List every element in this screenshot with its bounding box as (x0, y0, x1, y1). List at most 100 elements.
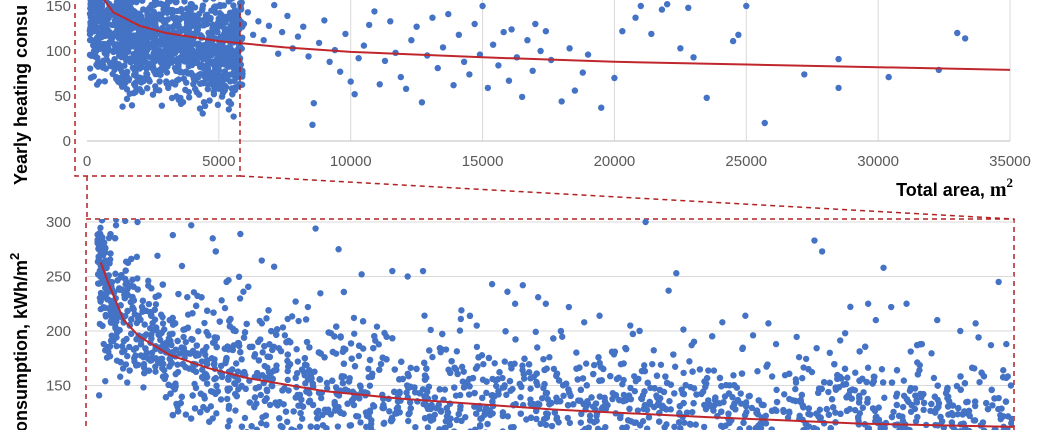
bottom-data-point (864, 399, 871, 406)
bottom-data-point (698, 390, 705, 398)
top-data-point (121, 62, 128, 69)
top-data-point (149, 91, 157, 98)
bottom-data-point (559, 382, 567, 389)
bottom-data-point (843, 407, 851, 415)
top-data-point (210, 90, 218, 98)
bottom-data-point (391, 366, 398, 373)
bottom-data-point (681, 419, 688, 426)
top-data-point (202, 56, 210, 63)
top-data-point (113, 73, 120, 81)
top-data-point (226, 15, 234, 23)
bottom-data-point (847, 303, 854, 311)
bottom-data-point (860, 389, 867, 396)
bottom-data-point (504, 413, 512, 420)
bottom-data-point (466, 312, 474, 320)
zoom-source-frame (74, 0, 241, 177)
bottom-data-point (420, 359, 428, 367)
top-data-point (150, 13, 158, 20)
bottom-data-point (276, 415, 283, 422)
bottom-data-point (692, 421, 699, 428)
bottom-data-point (218, 297, 225, 304)
top-data-point (224, 44, 232, 52)
bottom-y-tick-label: 150 (46, 378, 71, 395)
bottom-data-point (928, 400, 935, 408)
bottom-data-point (710, 367, 718, 374)
bottom-data-point (255, 357, 263, 364)
bottom-data-point (832, 409, 839, 416)
bottom-data-point (852, 369, 859, 376)
bottom-data-point (635, 375, 642, 383)
bottom-data-point (516, 380, 523, 388)
bottom-data-point (680, 369, 687, 377)
bottom-data-point (475, 354, 482, 361)
top-y-tick-labels: 0 50 100 150 (46, 0, 71, 150)
bottom-data-point (323, 385, 331, 392)
bottom-data-point (121, 294, 129, 302)
top-data-point (187, 69, 195, 77)
bottom-data-point (872, 316, 880, 324)
bottom-data-point (512, 336, 519, 343)
bottom-data-point (143, 349, 150, 357)
bottom-data-point (131, 358, 138, 365)
bottom-data-point (436, 426, 443, 430)
bottom-data-point (499, 409, 507, 416)
bottom-data-point (737, 390, 744, 397)
top-data-point (198, 6, 206, 14)
bottom-data-point (928, 350, 935, 357)
bottom-data-point (286, 360, 294, 368)
bottom-data-point (690, 385, 698, 392)
bottom-data-point (768, 373, 776, 380)
bottom-data-point (208, 355, 216, 362)
bottom-data-point (907, 348, 914, 355)
bottom-data-point (389, 335, 396, 342)
bottom-data-point (342, 386, 349, 393)
bottom-data-point (827, 425, 834, 430)
top-data-point (196, 105, 204, 112)
bottom-data-point (813, 344, 820, 352)
top-y-axis-title: Yearly heating consu (11, 5, 31, 185)
top-data-point (160, 8, 168, 15)
bottom-data-point (169, 231, 177, 239)
bottom-data-point (688, 341, 695, 349)
bottom-data-point (458, 363, 466, 371)
bottom-data-point (743, 403, 750, 410)
bottom-data-point (178, 262, 186, 270)
bottom-data-point (484, 420, 491, 428)
bottom-data-point (269, 346, 276, 354)
bottom-data-point (680, 326, 687, 333)
bottom-data-point (978, 369, 985, 376)
bottom-data-point (888, 413, 896, 421)
bottom-data-point (255, 383, 263, 391)
bottom-data-point (273, 331, 280, 338)
bottom-data-point (741, 412, 749, 419)
bottom-data-point (188, 335, 195, 343)
bottom-data-point (818, 385, 825, 393)
bottom-data-point (752, 425, 760, 430)
bottom-data-point (895, 412, 903, 420)
bottom-data-point (598, 405, 606, 412)
bottom-data-point (161, 366, 168, 374)
top-data-point (212, 59, 219, 67)
bottom-data-point (100, 340, 107, 348)
bottom-data-point (481, 411, 488, 418)
bottom-data-point (662, 373, 669, 380)
top-data-point (130, 89, 137, 97)
bottom-data-point (511, 300, 519, 307)
top-data-point (195, 40, 203, 48)
bottom-data-point (296, 391, 304, 399)
bottom-data-point (122, 219, 129, 225)
bottom-data-point (829, 404, 837, 411)
bottom-data-point (413, 365, 420, 373)
top-x-tick-label: 5000 (202, 153, 235, 170)
top-data-point (97, 43, 104, 51)
bottom-data-point (124, 259, 132, 266)
bottom-data-point (103, 290, 110, 297)
bottom-data-point (565, 303, 573, 311)
top-data-point (961, 35, 969, 42)
top-data-point (729, 37, 737, 45)
top-data-point (171, 49, 179, 57)
bottom-data-point (213, 410, 220, 417)
bottom-data-point (971, 398, 979, 405)
top-data-point (172, 67, 180, 75)
top-data-point (214, 19, 222, 26)
